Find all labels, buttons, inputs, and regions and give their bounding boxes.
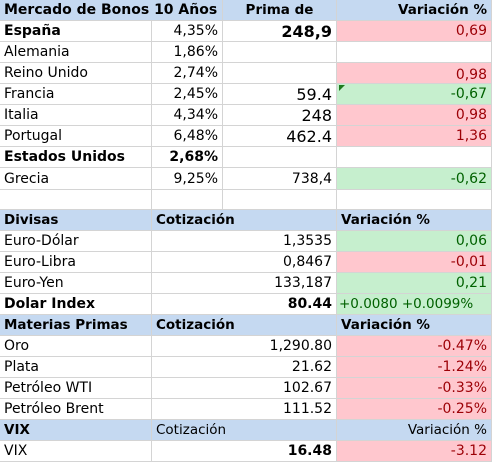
commodities-quote-header[interactable]: Cotización	[152, 315, 337, 336]
bond-country[interactable]: Estados Unidos	[0, 147, 152, 168]
bond-country[interactable]: Grecia	[0, 168, 152, 190]
bond-row-greece: Grecia 9,25% 738,4 -0,62	[0, 168, 492, 190]
bond-rate[interactable]: 2,74%	[152, 63, 223, 84]
bond-change[interactable]	[337, 147, 492, 168]
commodities-title[interactable]: Materias Primas	[0, 315, 152, 336]
vix-change-header[interactable]: Variación %	[337, 420, 492, 441]
currency-row: Euro-Yen 133,187 0,21	[0, 273, 492, 294]
bond-premium[interactable]: 248	[223, 105, 337, 126]
bond-rate[interactable]: 2,68%	[152, 147, 223, 168]
bond-country[interactable]: Italia	[0, 105, 152, 126]
commodity-name[interactable]: Petróleo Brent	[0, 399, 152, 420]
currency-name[interactable]: Euro-Libra	[0, 252, 152, 273]
currency-quote[interactable]: 1,3535	[152, 231, 337, 252]
bond-row-france: Francia 2,45% 59.4 -0,67	[0, 84, 492, 105]
commodity-change[interactable]: -0.33%	[337, 378, 492, 399]
commodity-row: Plata 21.62 -1.24%	[0, 357, 492, 378]
cell-comment-indicator-icon	[339, 85, 345, 91]
bond-premium[interactable]: 738,4	[223, 168, 337, 190]
bond-premium[interactable]	[223, 63, 337, 84]
empty-cell[interactable]	[223, 190, 337, 210]
commodity-row: Petróleo WTI 102.67 -0.33%	[0, 378, 492, 399]
currency-quote[interactable]: 0,8467	[152, 252, 337, 273]
bonds-header-row: Mercado de Bonos 10 Años Prima de Variac…	[0, 0, 492, 21]
currency-change[interactable]: 0,21	[337, 273, 492, 294]
bond-premium[interactable]: 462.4	[223, 126, 337, 147]
commodity-quote[interactable]: 102.67	[152, 378, 337, 399]
commodity-quote[interactable]: 111.52	[152, 399, 337, 420]
vix-quote[interactable]: 16.48	[152, 441, 337, 462]
commodity-name[interactable]: Oro	[0, 336, 152, 357]
commodity-row: Oro 1,290.80 -0.47%	[0, 336, 492, 357]
commodity-change[interactable]: -1.24%	[337, 357, 492, 378]
vix-name[interactable]: VIX	[0, 441, 152, 462]
bond-row-uk: Reino Unido 2,74% 0,98	[0, 63, 492, 84]
bond-row-spain: España 4,35% 248,9 0,69	[0, 21, 492, 42]
currencies-title[interactable]: Divisas	[0, 210, 152, 231]
bond-change[interactable]: 0,69	[337, 21, 492, 42]
bond-rate[interactable]: 4,35%	[152, 21, 223, 42]
bond-row-usa: Estados Unidos 2,68%	[0, 147, 492, 168]
currency-quote[interactable]: 80.44	[152, 294, 337, 315]
bond-change[interactable]: -0,67	[337, 84, 492, 105]
bonds-title[interactable]: Mercado de Bonos 10 Años	[0, 0, 223, 21]
commodity-quote[interactable]: 1,290.80	[152, 336, 337, 357]
bond-country[interactable]: Portugal	[0, 126, 152, 147]
currency-row: Euro-Libra 0,8467 -0,01	[0, 252, 492, 273]
currency-change[interactable]: 0,06	[337, 231, 492, 252]
bond-premium[interactable]	[223, 42, 337, 63]
bond-row-germany: Alemania 1,86%	[0, 42, 492, 63]
currency-row: Euro-Dólar 1,3535 0,06	[0, 231, 492, 252]
commodity-quote[interactable]: 21.62	[152, 357, 337, 378]
currency-change[interactable]: -0,01	[337, 252, 492, 273]
commodity-name[interactable]: Petróleo WTI	[0, 378, 152, 399]
commodity-change[interactable]: -0.25%	[337, 399, 492, 420]
bond-change[interactable]: -0,62	[337, 168, 492, 190]
bond-rate[interactable]: 1,86%	[152, 42, 223, 63]
bond-premium[interactable]: 59.4	[223, 84, 337, 105]
bond-rate[interactable]: 9,25%	[152, 168, 223, 190]
currency-quote[interactable]: 133,187	[152, 273, 337, 294]
vix-header-row: VIX Cotización Variación %	[0, 420, 492, 441]
bond-change[interactable]: 0,98	[337, 105, 492, 126]
bonds-change-header[interactable]: Variación %	[337, 0, 492, 21]
bond-rate[interactable]: 6,48%	[152, 126, 223, 147]
bond-rate[interactable]: 4,34%	[152, 105, 223, 126]
bond-country[interactable]: Francia	[0, 84, 152, 105]
commodity-row: Petróleo Brent 111.52 -0.25%	[0, 399, 492, 420]
currencies-quote-header[interactable]: Cotización	[152, 210, 337, 231]
commodities-change-header[interactable]: Variación %	[337, 315, 492, 336]
commodities-header-row: Materias Primas Cotización Variación %	[0, 315, 492, 336]
empty-cell[interactable]	[152, 190, 223, 210]
bond-change[interactable]	[337, 42, 492, 63]
vix-quote-header[interactable]: Cotización	[152, 420, 337, 441]
currencies-change-header[interactable]: Variación %	[337, 210, 492, 231]
bond-change[interactable]: 1,36	[337, 126, 492, 147]
bonds-premium-header[interactable]: Prima de	[223, 0, 337, 21]
bond-country[interactable]: Alemania	[0, 42, 152, 63]
vix-row: VIX 16.48 -3.12	[0, 441, 492, 462]
commodity-name[interactable]: Plata	[0, 357, 152, 378]
vix-change[interactable]: -3.12	[337, 441, 492, 462]
bond-rate[interactable]: 2,45%	[152, 84, 223, 105]
currency-name[interactable]: Euro-Dólar	[0, 231, 152, 252]
currency-name[interactable]: Euro-Yen	[0, 273, 152, 294]
bond-row-italy: Italia 4,34% 248 0,98	[0, 105, 492, 126]
currency-row: Dolar Index 80.44 +0.0080 +0.0099%	[0, 294, 492, 315]
bond-row-portugal: Portugal 6,48% 462.4 1,36	[0, 126, 492, 147]
currencies-header-row: Divisas Cotización Variación %	[0, 210, 492, 231]
empty-cell[interactable]	[0, 190, 152, 210]
currency-change[interactable]: +0.0080 +0.0099%	[337, 294, 492, 315]
vix-title[interactable]: VIX	[0, 420, 152, 441]
bond-premium[interactable]: 248,9	[223, 21, 337, 42]
blank-row	[0, 190, 492, 210]
bond-country[interactable]: Reino Unido	[0, 63, 152, 84]
empty-cell[interactable]	[337, 190, 492, 210]
bond-premium[interactable]	[223, 147, 337, 168]
bond-change[interactable]: 0,98	[337, 63, 492, 84]
commodity-change[interactable]: -0.47%	[337, 336, 492, 357]
bond-country[interactable]: España	[0, 21, 152, 42]
currency-name[interactable]: Dolar Index	[0, 294, 152, 315]
